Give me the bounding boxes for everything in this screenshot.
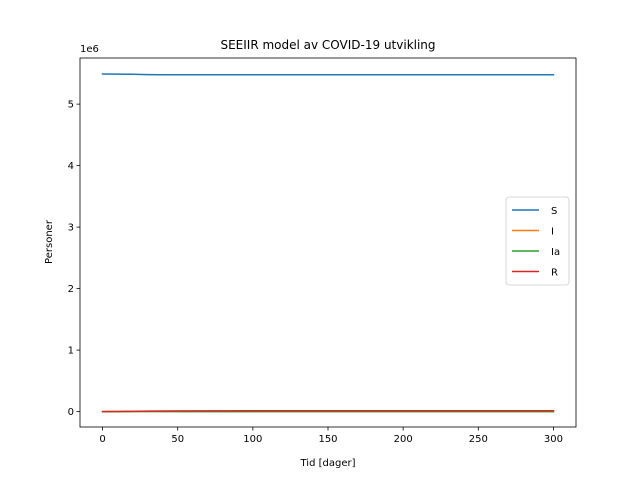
plot-area: 0 50 100 150 200 250 300 0 1 2 3 4 5 bbox=[68, 57, 577, 445]
x-axis-label: Tid [dager] bbox=[300, 458, 356, 469]
series-line-r bbox=[101, 410, 555, 413]
legend-entry-i: I bbox=[512, 227, 554, 238]
legend-entry-ia: Ia bbox=[512, 247, 560, 258]
y-tick-label: 1 bbox=[68, 346, 74, 357]
y-tick-label: 5 bbox=[68, 100, 74, 111]
legend-entry-r: R bbox=[512, 268, 558, 279]
x-tick-label: 250 bbox=[469, 434, 488, 445]
x-tick-label: 200 bbox=[394, 434, 413, 445]
y-tick-label: 0 bbox=[68, 407, 74, 418]
legend-label: Ia bbox=[551, 247, 560, 258]
y-axis-label: Personer bbox=[44, 219, 55, 264]
legend-box bbox=[505, 196, 570, 286]
series-line-s bbox=[101, 73, 555, 76]
y-tick-label: 2 bbox=[68, 284, 74, 295]
legend-entry-s: S bbox=[512, 206, 557, 217]
chart-title: SEEIIR model av COVID-19 utvikling bbox=[220, 38, 435, 52]
y-tick-label: 3 bbox=[68, 223, 74, 234]
x-tick-label: 150 bbox=[318, 434, 337, 445]
legend-label: S bbox=[551, 206, 557, 217]
x-tick-label: 50 bbox=[171, 434, 184, 445]
x-tick-label: 0 bbox=[99, 434, 105, 445]
y-offset-label: 1e6 bbox=[80, 44, 99, 55]
x-tick-label: 300 bbox=[544, 434, 563, 445]
legend-label: R bbox=[551, 268, 558, 279]
legend-label: I bbox=[551, 227, 554, 238]
legend: SI Ia R bbox=[505, 196, 570, 286]
y-tick-label: 4 bbox=[68, 161, 74, 172]
x-tick-label: 100 bbox=[243, 434, 262, 445]
